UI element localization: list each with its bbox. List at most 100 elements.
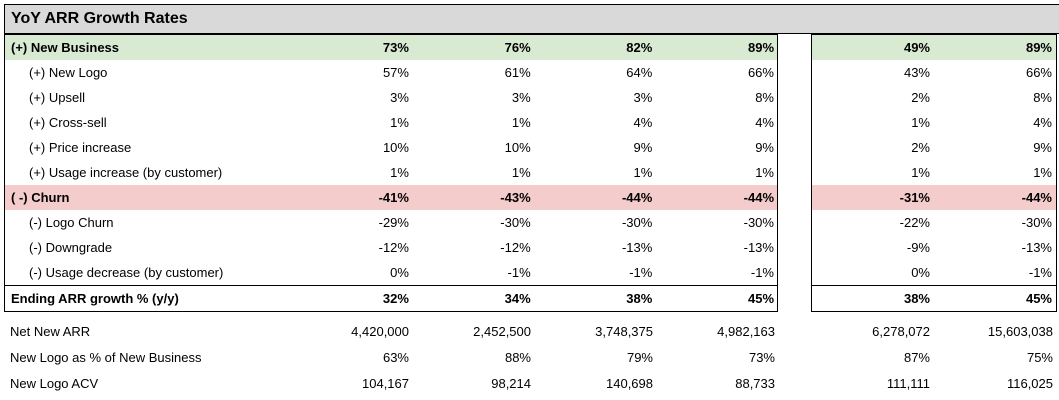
row-label-cell[interactable]: (-) Logo Churn xyxy=(29,215,114,230)
value-cell[interactable]: 1% xyxy=(755,165,774,180)
value-cell[interactable]: 61% xyxy=(504,65,531,80)
value-cell[interactable]: -31% xyxy=(899,190,930,205)
value-cell[interactable]: 116,025 xyxy=(1006,376,1053,391)
value-cell[interactable]: 1% xyxy=(511,115,531,130)
row-label-cell[interactable]: ( -) Churn xyxy=(11,190,70,205)
value-cell[interactable]: -9% xyxy=(906,240,930,255)
value-cell[interactable]: 75% xyxy=(1026,350,1053,365)
row-label-cell[interactable]: New Logo as % of New Business xyxy=(10,350,202,365)
value-cell[interactable]: 8% xyxy=(755,90,774,105)
value-cell[interactable]: 1% xyxy=(1033,165,1052,180)
value-cell[interactable]: 45% xyxy=(1025,291,1052,306)
value-cell[interactable]: -30% xyxy=(1021,215,1052,230)
value-cell[interactable]: 0% xyxy=(911,265,930,280)
value-cell[interactable]: 89% xyxy=(747,40,775,55)
value-cell[interactable]: 66% xyxy=(1025,65,1052,80)
value-cell[interactable]: -44% xyxy=(743,190,775,205)
value-cell[interactable]: 9% xyxy=(633,140,653,155)
value-cell[interactable]: -44% xyxy=(621,190,653,205)
value-cell[interactable]: 32% xyxy=(382,291,409,306)
value-cell[interactable]: 9% xyxy=(755,140,774,155)
value-cell[interactable]: -13% xyxy=(1021,240,1052,255)
value-cell[interactable]: -1% xyxy=(629,265,653,280)
row-label-cell[interactable]: Ending ARR growth % (y/y) xyxy=(11,291,179,306)
value-cell[interactable]: 87% xyxy=(903,350,930,365)
value-cell[interactable]: 49% xyxy=(903,40,930,55)
value-cell[interactable]: 98,214 xyxy=(491,376,531,391)
value-cell[interactable]: 4% xyxy=(633,115,653,130)
value-cell[interactable]: 88% xyxy=(504,350,531,365)
value-cell[interactable]: -12% xyxy=(378,240,409,255)
value-cell[interactable]: 89% xyxy=(1025,40,1052,55)
row-label-cell[interactable]: (+) New Logo xyxy=(29,65,108,80)
value-cell[interactable]: 43% xyxy=(903,65,930,80)
table-row: -9% -13% xyxy=(812,235,1056,260)
value-cell[interactable]: 4% xyxy=(755,115,774,130)
value-cell[interactable]: 1% xyxy=(390,165,409,180)
value-cell[interactable]: 8% xyxy=(1033,90,1052,105)
value-cell[interactable]: 38% xyxy=(626,291,653,306)
row-label-cell[interactable]: (+) Upsell xyxy=(29,90,85,105)
value-cell[interactable]: 76% xyxy=(504,40,531,55)
value-cell[interactable]: 2,452,500 xyxy=(473,324,531,339)
value-cell[interactable]: 2% xyxy=(911,90,930,105)
value-cell[interactable]: 73% xyxy=(748,350,775,365)
value-cell[interactable]: 1% xyxy=(511,165,531,180)
value-cell[interactable]: 1% xyxy=(633,165,653,180)
value-cell[interactable]: 4% xyxy=(1033,115,1052,130)
value-cell[interactable]: 3,748,375 xyxy=(595,324,653,339)
value-cell[interactable]: 3% xyxy=(633,90,653,105)
value-cell[interactable]: 38% xyxy=(903,291,930,306)
value-cell[interactable]: -1% xyxy=(750,265,774,280)
value-cell[interactable]: -29% xyxy=(378,215,409,230)
value-cell[interactable]: 6,278,072 xyxy=(872,324,930,339)
value-cell[interactable]: 45% xyxy=(747,291,775,306)
value-cell[interactable]: -13% xyxy=(621,240,653,255)
value-cell[interactable]: 57% xyxy=(382,65,409,80)
value-cell[interactable]: -22% xyxy=(899,215,930,230)
value-cell[interactable]: 0% xyxy=(390,265,409,280)
row-label-cell[interactable]: New Logo ACV xyxy=(10,376,99,391)
value-cell[interactable]: 1% xyxy=(911,115,930,130)
value-cell[interactable]: -30% xyxy=(500,215,531,230)
value-cell[interactable]: 79% xyxy=(626,350,653,365)
value-cell[interactable]: -44% xyxy=(1021,190,1052,205)
value-cell[interactable]: 3% xyxy=(511,90,531,105)
value-cell[interactable]: 10% xyxy=(504,140,531,155)
value-cell[interactable]: 4,982,163 xyxy=(717,324,775,339)
value-cell[interactable]: -43% xyxy=(500,190,531,205)
value-cell[interactable]: 63% xyxy=(382,350,409,365)
value-cell[interactable]: 1% xyxy=(390,115,409,130)
table-row: 2% 8% xyxy=(812,85,1056,110)
value-cell[interactable]: -1% xyxy=(507,265,531,280)
value-cell[interactable]: 9% xyxy=(1033,140,1052,155)
row-label-cell[interactable]: (-) Downgrade xyxy=(29,240,113,255)
value-cell[interactable]: -41% xyxy=(378,190,409,205)
value-cell[interactable]: 1% xyxy=(911,165,930,180)
row-label-cell[interactable]: (+) Usage increase (by customer) xyxy=(29,165,223,180)
value-cell[interactable]: 88,733 xyxy=(735,376,775,391)
value-cell[interactable]: 64% xyxy=(626,65,653,80)
value-cell[interactable]: -1% xyxy=(1028,265,1052,280)
value-cell[interactable]: 104,167 xyxy=(362,376,409,391)
row-label-cell[interactable]: (+) Price increase xyxy=(29,140,132,155)
row-label-cell[interactable]: (-) Usage decrease (by customer) xyxy=(29,265,224,280)
value-cell[interactable]: 3% xyxy=(390,90,409,105)
value-cell[interactable]: -13% xyxy=(743,240,774,255)
value-cell[interactable]: 111,111 xyxy=(886,376,930,391)
value-cell[interactable]: 15,603,038 xyxy=(987,324,1053,339)
value-cell[interactable]: 73% xyxy=(382,40,409,55)
value-cell[interactable]: 82% xyxy=(626,40,653,55)
value-cell[interactable]: -12% xyxy=(500,240,531,255)
value-cell[interactable]: 140,698 xyxy=(606,376,653,391)
value-cell[interactable]: 4,420,000 xyxy=(351,324,409,339)
value-cell[interactable]: -30% xyxy=(743,215,774,230)
value-cell[interactable]: 34% xyxy=(504,291,531,306)
value-cell[interactable]: 2% xyxy=(911,140,930,155)
row-label-cell[interactable]: (+) New Business xyxy=(11,40,120,55)
value-cell[interactable]: 66% xyxy=(747,65,774,80)
value-cell[interactable]: 10% xyxy=(382,140,409,155)
value-cell[interactable]: -30% xyxy=(621,215,653,230)
row-label-cell[interactable]: Net New ARR xyxy=(10,324,91,339)
row-label-cell[interactable]: (+) Cross-sell xyxy=(29,115,107,130)
